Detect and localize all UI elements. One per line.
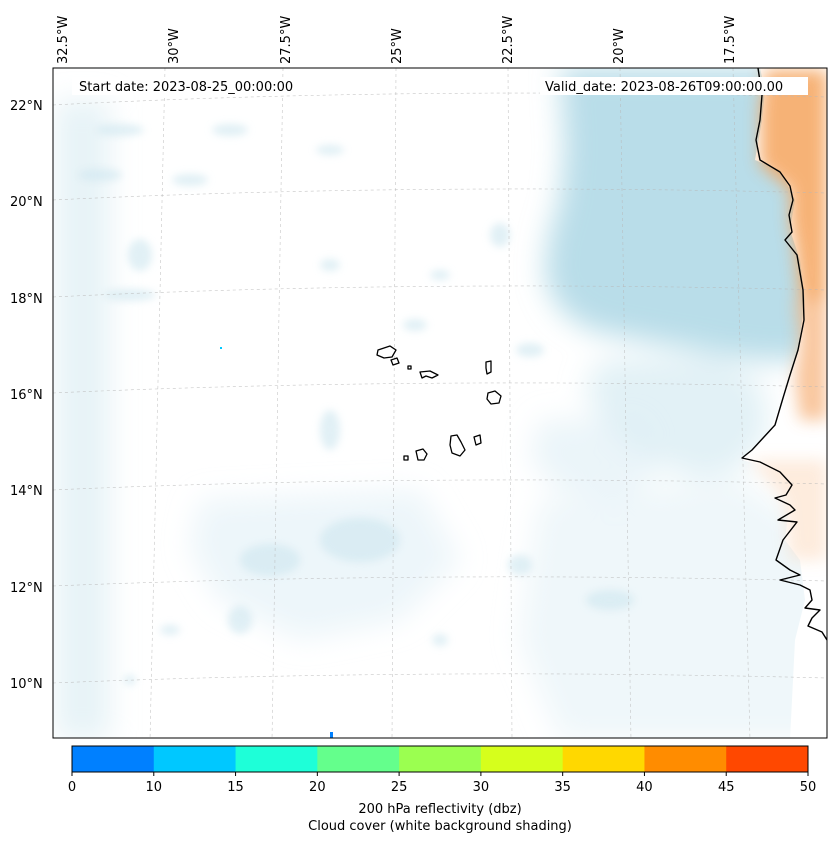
lon-label: 20°W [612, 28, 627, 64]
colorbar-tick-label: 0 [68, 780, 76, 795]
colorbar-tick-label: 40 [636, 780, 653, 795]
island-santiago [449, 434, 466, 457]
valid-date-box: Valid_date: 2023-08-26T09:00:00.00 [540, 77, 808, 95]
colorbar-swatch [480, 746, 564, 772]
start-date-label: Start date: 2023-08-25_00:00:00 [79, 80, 293, 95]
island-santa-luzia [407, 365, 412, 370]
colorbar-label-line2: Cloud cover (white background shading) [308, 819, 572, 834]
island-sao-vicente [390, 357, 400, 366]
longitude-labels: 32.5°W 30°W 27.5°W 25°W 22.5°W 20°W 17.5… [56, 16, 738, 64]
lat-label: 10°N [10, 677, 43, 692]
colorbar: 0 10 15 20 25 30 35 40 45 50 200 hPa reflectivity… [68, 745, 816, 834]
island-maio [473, 434, 482, 446]
colorbar-swatch [317, 746, 400, 772]
colorbar-tick-label: 10 [146, 780, 163, 795]
lat-label: 18°N [10, 292, 43, 307]
colorbar-ticks: 0 10 15 20 25 30 35 40 45 50 [68, 772, 816, 795]
colorbar-tick-label: 45 [718, 780, 735, 795]
colorbar-tick-label: 50 [800, 780, 817, 795]
graticule [53, 68, 827, 738]
island-sao-nicolau [419, 370, 439, 379]
lat-label: 20°N [10, 195, 43, 210]
map-area [53, 68, 827, 738]
colorbar-swatch [399, 746, 482, 772]
lon-label: 25°W [390, 28, 405, 64]
colorbar-tick-label: 15 [227, 780, 244, 795]
island-sal [485, 360, 492, 375]
colorbar-swatches [72, 746, 809, 772]
lon-label: 27.5°W [279, 16, 294, 64]
lat-label: 12°N [10, 581, 43, 596]
colorbar-swatch [562, 746, 645, 772]
lon-label: 17.5°W [723, 16, 738, 64]
island-boa-vista [486, 390, 502, 405]
colorbar-swatch [235, 746, 318, 772]
island-brava [403, 455, 409, 461]
lon-label: 32.5°W [56, 16, 71, 64]
west-africa-coastline [741, 68, 827, 641]
cape-verde-islands [376, 345, 502, 461]
reflectivity-cells [220, 347, 333, 738]
lon-label: 22.5°W [501, 16, 516, 64]
colorbar-tick-label: 30 [473, 780, 490, 795]
lat-label: 22°N [10, 99, 43, 114]
island-fogo [415, 448, 428, 461]
valid-date-label: Valid_date: 2023-08-26T09:00:00.00 [545, 80, 783, 95]
colorbar-tick-label: 35 [554, 780, 571, 795]
start-date-box: Start date: 2023-08-25_00:00:00 [72, 77, 312, 95]
colorbar-tick-label: 20 [309, 780, 326, 795]
africa-landmass [742, 68, 827, 738]
lat-label: 16°N [10, 388, 43, 403]
cloud-cover-shading [55, 68, 827, 738]
lat-label: 14°N [10, 484, 43, 499]
colorbar-swatch [644, 746, 727, 772]
map-frame [52, 67, 828, 739]
colorbar-frame [71, 745, 809, 773]
colorbar-label-line1: 200 hPa reflectivity (dbz) [358, 802, 521, 817]
lon-label: 30°W [167, 28, 182, 64]
colorbar-swatch [153, 746, 237, 772]
latitude-labels: 22°N 20°N 18°N 16°N 14°N 12°N 10°N [10, 99, 43, 692]
colorbar-swatch [726, 746, 809, 772]
colorbar-swatch [72, 746, 155, 772]
island-santo-antao [376, 345, 397, 359]
colorbar-tick-label: 25 [391, 780, 408, 795]
